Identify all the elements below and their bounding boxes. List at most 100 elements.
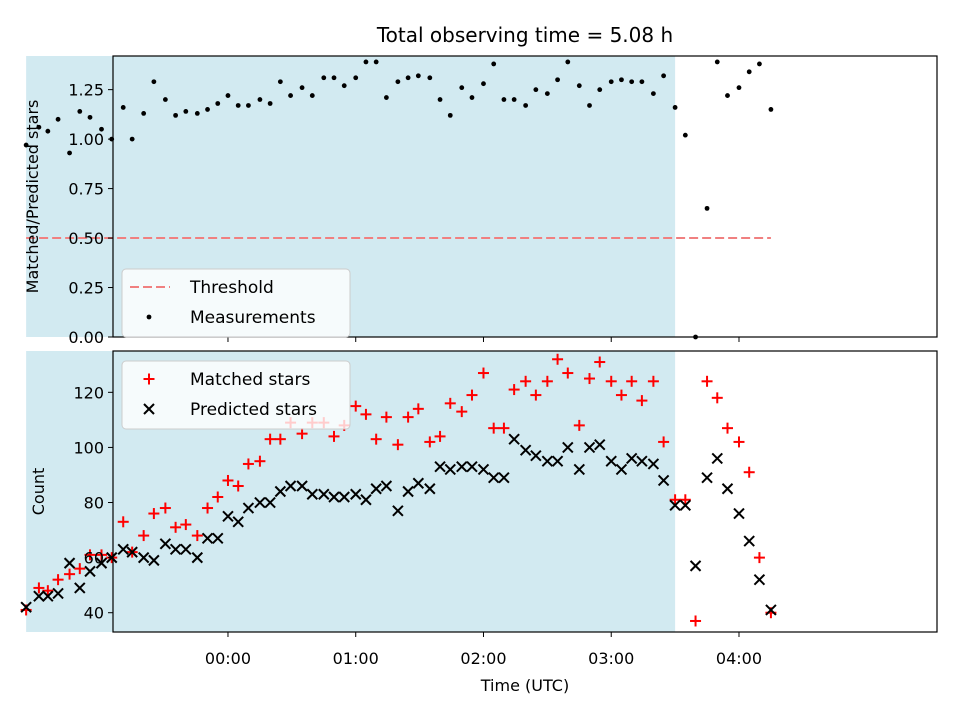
data-point	[447, 112, 453, 118]
data-point	[402, 411, 414, 423]
ratio-panel: 0.00 0.25 0.50 0.75 1.00 1.25 Matched/Predicte…	[23, 55, 938, 347]
data-point	[129, 136, 135, 142]
data-point	[169, 543, 182, 556]
data-point	[541, 455, 554, 467]
data-point	[753, 552, 765, 564]
data-point	[350, 488, 362, 500]
data-point	[615, 389, 627, 401]
data-point	[284, 480, 297, 492]
data-point	[84, 549, 96, 561]
data-point	[508, 384, 520, 396]
data-point	[331, 75, 337, 81]
data-point	[242, 458, 254, 470]
data-point	[647, 458, 660, 470]
data-point	[743, 535, 755, 547]
x-tick-label: 02:00	[460, 649, 506, 668]
data-point	[743, 466, 755, 478]
axes-frame	[112, 350, 938, 633]
data-point	[405, 75, 411, 81]
data-point	[711, 452, 723, 465]
data-point	[363, 59, 369, 65]
data-point	[427, 75, 433, 81]
data-point	[52, 574, 64, 586]
data-point	[626, 375, 638, 387]
data-point	[370, 483, 382, 495]
series-measurements	[23, 59, 774, 340]
data-point	[23, 142, 29, 148]
data-point	[42, 590, 54, 602]
y-axis-label: Count	[29, 468, 48, 516]
data-point	[636, 395, 648, 407]
data-point	[212, 491, 224, 503]
data-point	[321, 75, 327, 81]
data-point	[74, 582, 86, 594]
data-point	[466, 460, 478, 473]
data-point	[488, 422, 500, 434]
data-point	[565, 59, 571, 65]
data-point	[225, 93, 231, 98]
data-point	[552, 353, 564, 365]
data-point	[159, 538, 172, 550]
data-point	[180, 543, 192, 556]
data-point	[137, 551, 150, 564]
y-tick-label: 1.00	[68, 130, 104, 149]
data-point	[444, 397, 456, 409]
x-tick-label: 03:00	[588, 649, 634, 668]
data-point	[519, 444, 532, 456]
legend-x-swatch	[143, 403, 155, 415]
data-point	[508, 433, 520, 445]
data-point	[36, 124, 42, 130]
data-point	[434, 460, 446, 473]
data-point	[714, 59, 720, 65]
data-point	[587, 103, 592, 108]
data-point	[392, 505, 404, 517]
data-point	[235, 103, 241, 108]
data-point	[215, 101, 221, 106]
data-point	[350, 400, 362, 412]
y-tick-label: 0.50	[68, 229, 104, 248]
data-point	[551, 455, 564, 467]
data-point	[402, 485, 414, 498]
data-point	[657, 474, 670, 487]
y-tick-label: 1.25	[68, 81, 104, 100]
data-point	[288, 93, 293, 98]
data-point	[530, 449, 542, 462]
data-point	[212, 532, 224, 545]
x-tick-label: 00:00	[205, 649, 251, 668]
data-point	[183, 109, 189, 114]
data-point	[191, 530, 203, 542]
data-point	[201, 532, 214, 545]
data-point	[424, 436, 436, 448]
data-point	[456, 406, 468, 418]
data-point	[619, 77, 624, 83]
data-point	[120, 105, 126, 110]
chart-title: Total observing time = 5.08 h	[376, 23, 673, 47]
data-point	[434, 430, 446, 442]
y-tick-label: 100	[73, 438, 104, 457]
data-point	[469, 95, 475, 100]
data-point	[99, 126, 104, 132]
data-point	[573, 463, 586, 476]
data-point	[117, 516, 129, 528]
data-point	[689, 560, 702, 572]
data-point	[672, 105, 678, 110]
axes-frame	[112, 55, 938, 338]
data-point	[74, 563, 86, 575]
data-point	[309, 93, 315, 98]
data-point	[444, 463, 456, 476]
data-point	[459, 85, 465, 91]
data-point	[380, 411, 392, 423]
data-point	[424, 483, 436, 495]
data-point	[661, 73, 667, 79]
legend-label: Matched stars	[190, 370, 310, 390]
legend-label: Predicted stars	[190, 400, 317, 420]
legend-box	[121, 268, 351, 338]
data-point	[274, 485, 287, 498]
y-tick-label: 0.00	[68, 328, 104, 347]
x-axis-label: Time (UTC)	[480, 676, 569, 695]
data-point	[753, 573, 766, 586]
data-point	[594, 438, 606, 451]
data-point	[629, 79, 635, 85]
data-point	[636, 455, 648, 467]
